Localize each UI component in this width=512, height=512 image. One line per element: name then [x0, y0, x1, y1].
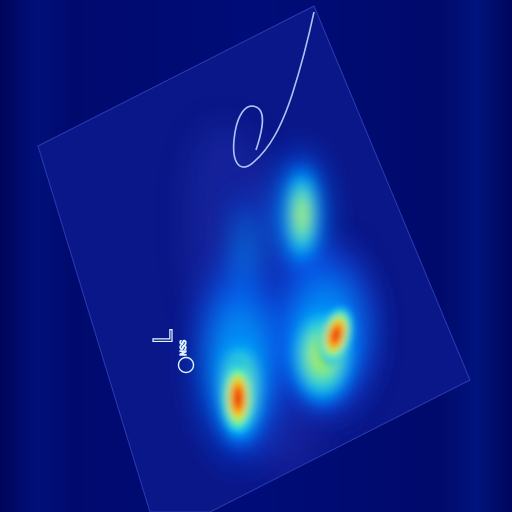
side-marker: L — [148, 328, 179, 344]
catheter-line — [232, 11, 315, 168]
marker-letter: L — [149, 329, 179, 344]
marker-circle — [177, 356, 195, 374]
heat-hotspot — [221, 303, 355, 438]
marker-subtext: NSS — [179, 340, 188, 356]
